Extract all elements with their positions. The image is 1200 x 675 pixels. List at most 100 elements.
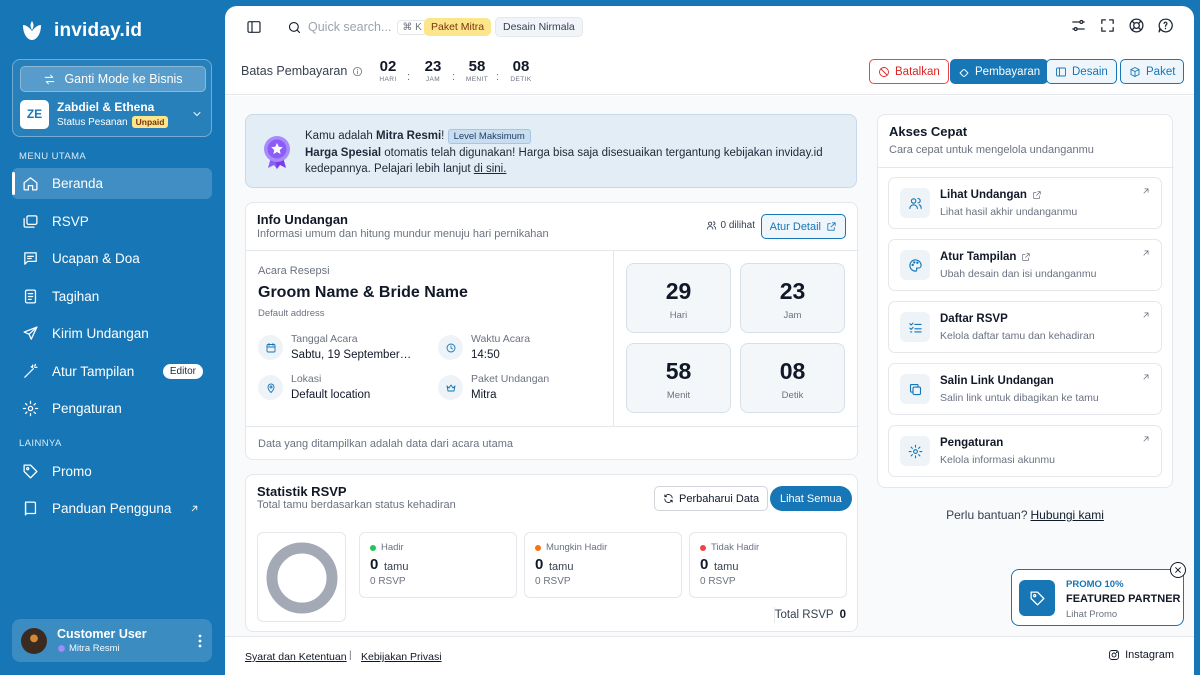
see-all-button[interactable]: Lihat Semua (770, 486, 852, 511)
divider (246, 426, 859, 427)
support-icon[interactable] (1128, 17, 1145, 34)
date-value: Sabtu, 19 September 2026 (291, 349, 413, 361)
quick-rsvp-list[interactable]: Daftar RSVP Kelola daftar tamu dan kehad… (888, 301, 1162, 353)
contact-us-link[interactable]: Hubungi kami (1030, 508, 1104, 522)
event-label: Acara Resepsi (258, 265, 330, 277)
couple-names: Groom Name & Bride Name (258, 284, 468, 301)
sidebar-item-label: Kirim Undangan (52, 326, 149, 341)
quick-edit-display[interactable]: Atur Tampilan Ubah desain dan isi undang… (888, 239, 1162, 291)
edit-detail-button[interactable]: Atur Detail (760, 214, 846, 239)
main-panel: Quick search... ⌘ K Paket Mitra Desain N… (225, 6, 1194, 675)
quick-item-title: Atur Tampilan (940, 251, 1017, 263)
sidebar-item-beranda[interactable]: Beranda (12, 168, 212, 199)
sidebar-item-promo[interactable]: Promo (12, 456, 212, 487)
location-value: Default location (291, 389, 371, 401)
learn-more-link[interactable]: di sini. (473, 163, 507, 175)
arrow-up-right-icon (1143, 312, 1149, 318)
swap-icon (45, 74, 55, 84)
copy-icon (909, 383, 921, 395)
divider (246, 250, 859, 251)
package-button[interactable]: Paket (1120, 59, 1185, 84)
instagram-link[interactable]: Instagram (1108, 649, 1174, 661)
sidebar-item-pengaturan[interactable]: Pengaturan (12, 393, 212, 424)
see-all-label: Lihat Semua (780, 492, 842, 505)
search-icon (288, 21, 301, 33)
countdown-separator: : (452, 71, 456, 83)
sidebar-item-tagihan[interactable]: Tagihan (12, 281, 212, 312)
countdown-box-days: 29 Hari (626, 263, 731, 333)
help-chat-icon[interactable] (1157, 17, 1174, 34)
order-status-label: Status Pesanan (57, 116, 128, 128)
sliders-icon[interactable] (1070, 17, 1087, 34)
countdown-value: 29 (665, 278, 692, 304)
stat-unit: tamu (714, 561, 739, 573)
external-link-icon (1033, 191, 1041, 199)
package-label: Paket Undangan (471, 373, 550, 385)
sidebar-item-label: Atur Tampilan (52, 364, 135, 379)
stat-value: 0 (370, 556, 379, 573)
stat-unit: tamu (549, 561, 574, 573)
promo-link[interactable]: Lihat Promo (1066, 609, 1118, 620)
card-title: Info Undangan (257, 212, 348, 227)
quick-settings[interactable]: Pengaturan Kelola informasi akunmu (888, 425, 1162, 477)
medal-icon (264, 136, 290, 169)
sidebar-item-rsvp[interactable]: RSVP (12, 206, 212, 237)
banner-exclaim: ! (441, 130, 445, 142)
sidebar-item-label: Promo (52, 464, 92, 479)
stat-rsvp-count: 0 RSVP (535, 576, 571, 587)
quick-item-title: Pengaturan (940, 437, 1004, 449)
invitation-info-card: Info Undangan Informasi umum dan hitung … (245, 202, 859, 460)
app-logo[interactable]: inviday.id (20, 19, 142, 43)
quick-view-invitation[interactable]: Lihat Undangan Lihat hasil akhir undanga… (888, 177, 1162, 229)
privacy-link[interactable]: Kebijakan Privasi (361, 651, 442, 663)
status-dot (370, 544, 376, 551)
quick-copy-link[interactable]: Salin Link Undangan Salin link untuk dib… (888, 363, 1162, 415)
terms-link[interactable]: Syarat dan Ketentuan (245, 651, 347, 663)
account-selector[interactable]: ZE Zabdiel & Ethena Status Pesanan Unpai… (20, 98, 206, 130)
sidebar-item-ucapan[interactable]: Ucapan & Doa (12, 243, 212, 274)
total-rsvp: Total RSVP 0 (775, 609, 846, 621)
promo-name: FEATURED PARTNER (1066, 593, 1181, 605)
total-rsvp-label: Total RSVP (774, 609, 834, 621)
refresh-data-button[interactable]: Perbaharui Data (654, 486, 769, 511)
toggle-sidebar-button[interactable] (246, 6, 262, 48)
total-rsvp-value: 0 (839, 609, 846, 621)
ban-icon (879, 66, 889, 77)
crown-icon (446, 384, 455, 391)
clock-icon (446, 343, 455, 352)
sidebar-item-panduan[interactable]: Panduan Pengguna (12, 493, 212, 524)
sidebar-item-atur-tampilan[interactable]: Atur Tampilan Editor (12, 356, 212, 387)
sidebar-item-kirim-undangan[interactable]: Kirim Undangan (12, 318, 212, 349)
date-label: Tanggal Acara (291, 333, 358, 345)
promo-card[interactable]: PROMO 10% FEATURED PARTNER Lihat Promo (1011, 569, 1184, 626)
countdown-minutes: 58 MENIT (462, 58, 492, 83)
user-menu[interactable]: Customer User Mitra Resmi (12, 619, 212, 662)
send-icon (23, 326, 38, 340)
divider (878, 167, 1174, 168)
message-icon (24, 252, 37, 265)
design-button[interactable]: Desain (1046, 59, 1117, 84)
arrow-up-right-icon (1143, 188, 1149, 194)
countdown-hours: 23 JAM (418, 58, 448, 83)
close-promo-button[interactable] (1170, 562, 1186, 578)
payment-button[interactable]: Pembayaran (950, 59, 1049, 84)
card-title: Statistik RSVP (257, 484, 347, 499)
countdown-value: 08 (512, 58, 530, 75)
search-input[interactable]: Quick search... (308, 20, 392, 34)
rsvp-donut (257, 532, 346, 622)
switch-mode-label: Ganti Mode ke Bisnis (64, 72, 183, 86)
user-name: Customer User (57, 627, 147, 641)
close-icon (1175, 567, 1181, 573)
more-vertical-icon[interactable] (198, 634, 202, 648)
banner-body: otomatis telah digunakan! Harga bisa saj… (305, 147, 823, 175)
card-subtitle: Informasi umum dan hitung mundur menuju … (257, 228, 549, 240)
fullscreen-icon[interactable] (1099, 17, 1116, 34)
search-bar[interactable]: Quick search... ⌘ K (287, 6, 427, 48)
switch-mode-button[interactable]: Ganti Mode ke Bisnis (20, 66, 206, 92)
countdown-unit: HARI (379, 76, 397, 83)
refresh-icon (664, 494, 673, 503)
quick-access-card: Akses Cepat Cara cepat untuk mengelola u… (877, 114, 1174, 488)
cancel-button[interactable]: Batalkan (869, 59, 949, 84)
info-icon[interactable] (352, 66, 363, 77)
stat-unit: tamu (384, 561, 409, 573)
